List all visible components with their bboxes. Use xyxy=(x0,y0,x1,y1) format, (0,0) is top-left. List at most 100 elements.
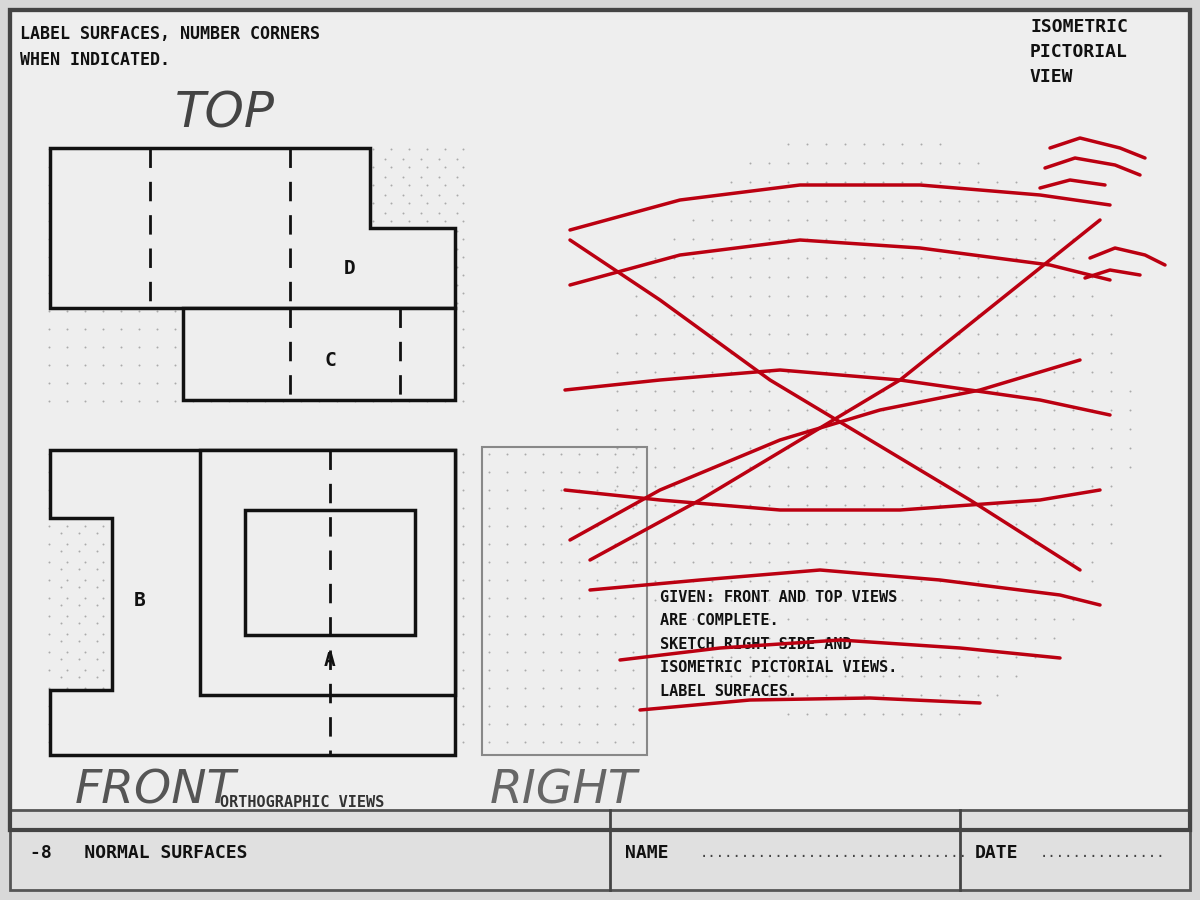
Point xyxy=(498,446,517,461)
Point xyxy=(235,526,254,540)
Point xyxy=(760,251,779,266)
Point xyxy=(702,270,721,284)
Point xyxy=(606,518,625,533)
Point xyxy=(142,260,161,274)
Point xyxy=(798,156,817,170)
Point xyxy=(1063,346,1082,360)
Point xyxy=(835,156,854,170)
Point xyxy=(358,188,377,202)
Point xyxy=(124,742,143,756)
Point xyxy=(760,669,779,683)
Point xyxy=(376,260,395,274)
Point xyxy=(721,536,740,550)
Point xyxy=(433,724,452,738)
Point xyxy=(185,329,204,344)
Point xyxy=(912,308,931,322)
Point xyxy=(196,152,215,166)
Point xyxy=(760,479,779,493)
Point xyxy=(394,188,413,202)
Point xyxy=(516,500,535,515)
Point xyxy=(988,536,1007,550)
Point xyxy=(1082,479,1102,493)
Point xyxy=(124,296,143,310)
Point xyxy=(274,376,293,391)
Point xyxy=(274,214,293,229)
Point xyxy=(835,706,854,721)
Point xyxy=(1082,460,1102,474)
Point xyxy=(436,590,455,605)
Point xyxy=(364,590,383,605)
Point xyxy=(364,662,383,677)
Point xyxy=(798,346,817,360)
Point xyxy=(178,188,197,202)
Point xyxy=(256,734,275,749)
Point xyxy=(40,446,59,461)
Point xyxy=(606,680,625,695)
Point xyxy=(292,662,311,677)
Point xyxy=(340,188,359,202)
Point xyxy=(199,652,218,666)
Point xyxy=(88,616,107,630)
Point xyxy=(325,598,344,612)
Point xyxy=(274,554,293,569)
Point xyxy=(480,482,499,497)
Point xyxy=(516,662,535,677)
Point xyxy=(235,688,254,702)
Point xyxy=(365,347,384,362)
Point xyxy=(949,289,968,303)
Point xyxy=(304,170,323,184)
Point xyxy=(58,554,77,569)
Point xyxy=(310,178,329,193)
Point xyxy=(271,616,290,630)
Point xyxy=(329,311,348,326)
Point xyxy=(893,612,912,626)
Point xyxy=(816,688,835,702)
Point xyxy=(400,232,419,247)
Point xyxy=(307,544,326,558)
Point xyxy=(256,662,275,677)
Point xyxy=(454,142,473,157)
Point xyxy=(94,232,113,247)
Point xyxy=(325,652,344,666)
Point xyxy=(76,446,95,461)
Point xyxy=(968,460,988,474)
Point xyxy=(412,170,431,184)
Point xyxy=(160,562,179,576)
Point xyxy=(58,142,77,157)
Point xyxy=(988,403,1007,418)
Point xyxy=(665,460,684,474)
Point xyxy=(160,670,179,684)
Point xyxy=(142,242,161,256)
Point xyxy=(379,688,398,702)
Point xyxy=(626,289,646,303)
Point xyxy=(130,394,149,409)
Point xyxy=(112,644,131,659)
Point xyxy=(52,260,71,274)
Point xyxy=(760,554,779,569)
Point xyxy=(235,472,254,486)
Point xyxy=(88,670,107,684)
Point xyxy=(289,724,308,738)
Point xyxy=(498,626,517,641)
Point xyxy=(665,574,684,589)
Point xyxy=(214,206,233,220)
Point xyxy=(142,206,161,220)
Point xyxy=(202,286,221,301)
Point xyxy=(271,634,290,648)
Point xyxy=(94,590,113,605)
Point xyxy=(235,634,254,648)
Point xyxy=(552,446,571,461)
Point xyxy=(307,688,326,702)
Point xyxy=(274,142,293,157)
Point xyxy=(448,260,467,274)
Point xyxy=(382,178,401,193)
Point xyxy=(721,422,740,436)
Point xyxy=(702,574,721,589)
Point xyxy=(178,544,197,558)
Point xyxy=(968,650,988,664)
Point xyxy=(988,517,1007,531)
Point xyxy=(203,347,222,362)
Point xyxy=(382,160,401,175)
Point xyxy=(130,464,149,479)
Point xyxy=(307,490,326,504)
